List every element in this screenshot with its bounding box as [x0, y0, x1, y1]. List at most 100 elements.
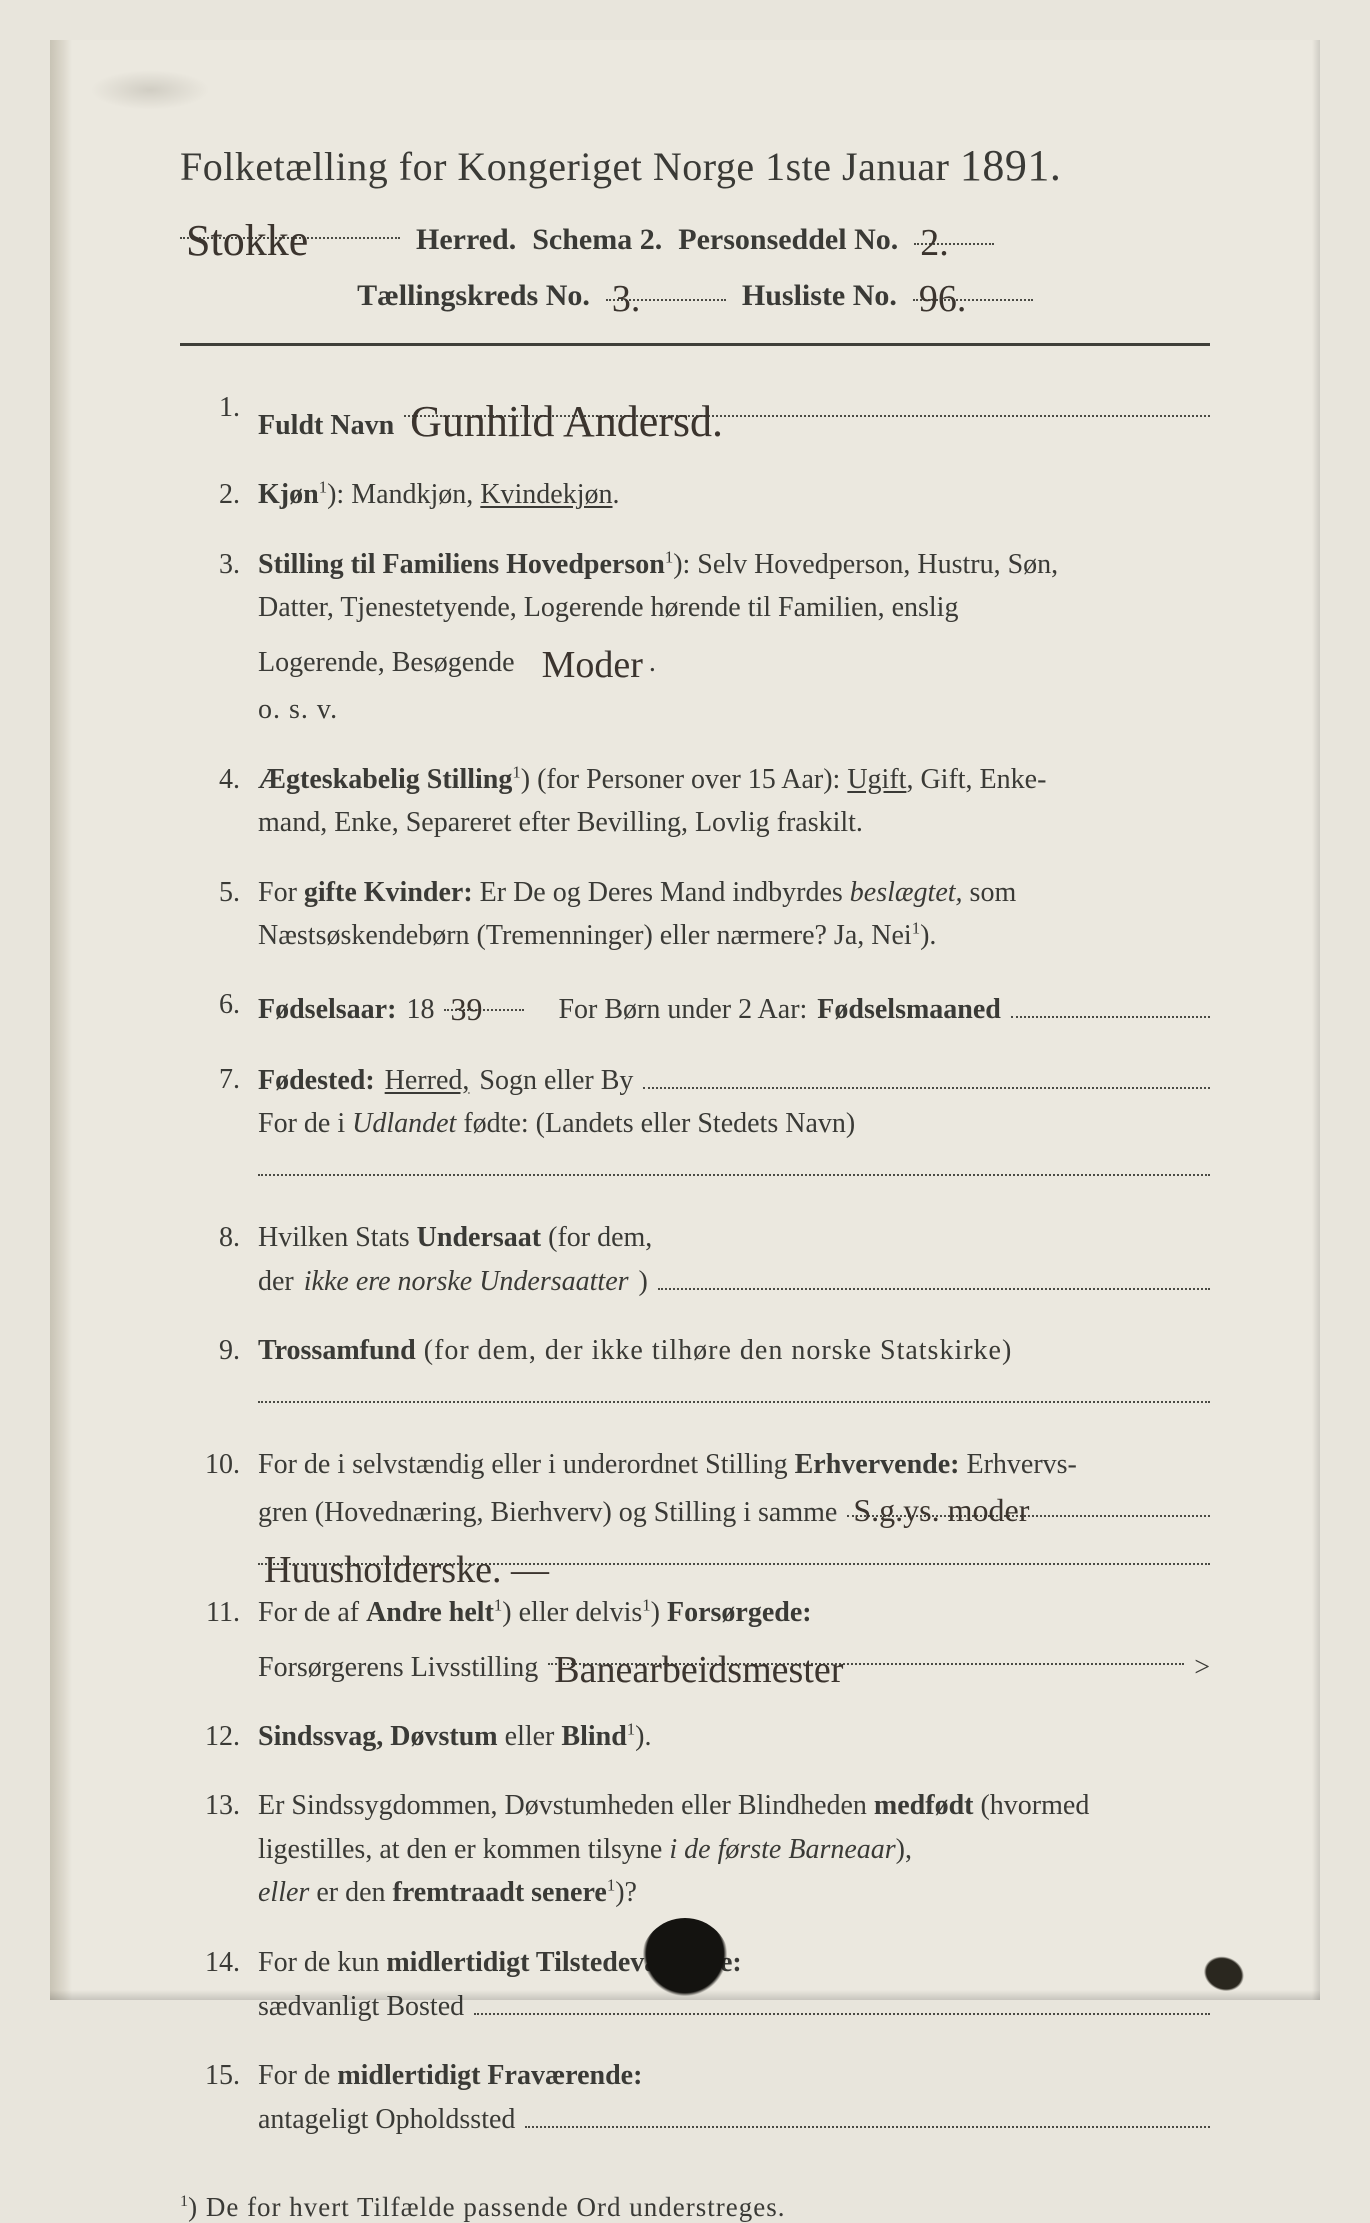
item-2: Kjøn1): Mandkjøn, Kvindekjøn. — [180, 473, 1210, 516]
item-13-em-b: i de første Barneaar — [669, 1834, 895, 1865]
item-10-hand-a: S.g.ys. moder — [847, 1492, 1035, 1528]
item-6-body-a: For Børn under 2 Aar: — [558, 988, 807, 1031]
item-10: For de i selvstændig eller i underordnet… — [180, 1443, 1210, 1566]
schema-label: Schema 2. — [532, 223, 662, 257]
footnote-text: ) De for hvert Tilfælde passende Ord und… — [188, 2192, 785, 2222]
item-8-em: ikke ere norske Undersaatter — [304, 1260, 629, 1303]
item-11-sup-b: 1 — [642, 1596, 650, 1615]
item-11-label-a: Andre helt — [366, 1597, 494, 1628]
item-13-em-c: eller — [258, 1877, 309, 1908]
item-8: Hvilken Stats Undersaat (for dem, der ik… — [180, 1216, 1210, 1304]
item-13-sup: 1 — [607, 1876, 615, 1895]
item-11-body-mid: ) eller delvis — [502, 1597, 642, 1628]
item-5-body-b: Næstsøskendebørn (Tremenninger) eller næ… — [258, 920, 912, 951]
item-6-year-hand: 39 — [444, 991, 488, 1027]
item-7-underlined: Herred, — [385, 1059, 470, 1102]
item-3-label: Stilling til Familiens Hovedperson — [258, 549, 665, 580]
item-15-body-a: For de — [258, 2060, 337, 2091]
item-10-body-b: gren (Hovednæring, Bierhverv) og Stillin… — [258, 1491, 837, 1534]
item-2-tail: . — [613, 479, 620, 510]
item-13-body-b-post: ), — [896, 1834, 912, 1865]
paper-smudge — [90, 70, 210, 110]
item-4-body-a-post: , Gift, Enke- — [906, 764, 1046, 795]
item-4-body-a: ) (for Personer over 15 Aar): — [521, 764, 848, 795]
personseddel-handwriting: 2. — [914, 222, 955, 264]
item-11: For de af Andre helt1) eller delvis1) Fo… — [180, 1591, 1210, 1689]
item-15-label: midlertidigt Fraværende: — [337, 2060, 642, 2091]
item-9-body: (for dem, der ikke tilhøre den norske St… — [416, 1335, 1013, 1366]
item-2-sup: 1 — [319, 478, 327, 497]
item-7: Fødested: Herred, Sogn eller By For de i… — [180, 1058, 1210, 1190]
shadow-bottom — [50, 1990, 1320, 2000]
divider-rule — [180, 343, 1210, 346]
item-7-body-b-pre: For de i — [258, 1108, 352, 1139]
item-1-handwriting: Gunhild Andersd. — [404, 397, 729, 446]
item-3-body-c-post: . — [649, 647, 656, 678]
kreds-field: 3. — [606, 271, 726, 301]
item-8-body-b-post: ) — [639, 1260, 648, 1303]
item-10-hand-b: Huusholderske. — — [258, 1549, 555, 1591]
item-5-tail: ). — [920, 920, 936, 951]
item-10-body-a: For de i selvstændig eller i underordnet… — [258, 1449, 795, 1480]
item-4-underlined: Ugift — [847, 764, 906, 795]
item-8-field — [658, 1259, 1210, 1290]
item-3-handwriting: Moder — [536, 644, 649, 686]
item-3-body-a: ): Selv Hovedperson, Hustru, Søn, — [673, 549, 1058, 580]
personseddel-field: 2. — [914, 215, 994, 245]
husliste-field: 96. — [913, 271, 1033, 301]
item-3: Stilling til Familiens Hovedperson1): Se… — [180, 543, 1210, 732]
item-7-field-a — [643, 1058, 1210, 1089]
item-2-underlined: Kvindekjøn — [480, 479, 612, 510]
kreds-handwriting: 3. — [606, 278, 647, 320]
item-list: Fuldt Navn Gunhild Andersd. Kjøn1): Mand… — [180, 386, 1210, 2142]
item-5: For gifte Kvinder: Er De og Deres Mand i… — [180, 871, 1210, 958]
item-12-sup: 1 — [627, 1720, 635, 1739]
footnote: 1) De for hvert Tilfælde passende Ord un… — [180, 2192, 1210, 2223]
item-3-body-d: o. s. v. — [258, 688, 1210, 731]
item-13-body-a: Er Sindssygdommen, Døvstumheden eller Bl… — [258, 1790, 874, 1821]
item-13-body-c: er den — [309, 1877, 392, 1908]
herred-label: Herred. — [416, 223, 516, 257]
item-11-body-a: For de af — [258, 1597, 366, 1628]
item-4-label: Ægteskabelig Stilling — [258, 764, 512, 795]
item-4-sup: 1 — [512, 763, 520, 782]
item-13-tail: )? — [615, 1877, 637, 1908]
item-1: Fuldt Navn Gunhild Andersd. — [180, 386, 1210, 447]
title-main: Folketælling for Kongeriget Norge 1ste J… — [180, 144, 949, 189]
item-9: Trossamfund (for dem, der ikke tilhøre d… — [180, 1329, 1210, 1417]
item-14-body-a: For de kun — [258, 1947, 386, 1978]
item-11-label-b: Forsørgede: — [667, 1597, 812, 1628]
item-15-field — [525, 2098, 1210, 2129]
item-2-options: Mandkjøn, — [351, 479, 480, 510]
item-7-body-a: Sogn eller By — [479, 1059, 633, 1102]
item-8-body-a: Hvilken Stats — [258, 1222, 417, 1253]
item-12-body: eller — [498, 1721, 562, 1752]
item-11-field: Banearbeidsmester — [548, 1635, 1184, 1666]
item-11-hand: Banearbeidsmester — [548, 1649, 849, 1691]
personseddel-label: Personseddel No. — [678, 223, 898, 257]
item-8-body-a-post: (for dem, — [541, 1222, 652, 1253]
item-8-body-b-pre: der — [258, 1260, 294, 1303]
item-3-sup: 1 — [665, 547, 673, 566]
item-5-pre: For — [258, 877, 304, 908]
title-line-1: Folketælling for Kongeriget Norge 1ste J… — [180, 140, 1210, 191]
item-12-label: Sindssvag, Døvstum — [258, 1721, 498, 1752]
item-2-label: Kjøn — [258, 479, 319, 510]
item-12-tail: ). — [635, 1721, 651, 1752]
item-11-body-b: Forsørgerens Livsstilling — [258, 1646, 538, 1689]
husliste-handwriting: 96. — [913, 278, 973, 320]
census-form-page: Folketælling for Kongeriget Norge 1ste J… — [50, 40, 1320, 2000]
item-7-body-b-post: fødte: (Landets eller Stedets Navn) — [456, 1108, 855, 1139]
item-3-body-b: Datter, Tjenestetyende, Logerende hørend… — [258, 586, 1210, 629]
shadow-right — [1312, 40, 1320, 2000]
item-9-field — [258, 1373, 1210, 1404]
item-13-label-c: fremtraadt senere — [393, 1877, 607, 1908]
item-1-field: Gunhild Andersd. — [404, 386, 1210, 417]
item-10-field-b: Huusholderske. — — [258, 1535, 1210, 1566]
title-year: 1891. — [960, 141, 1062, 190]
item-12: Sindssvag, Døvstum eller Blind1). — [180, 1715, 1210, 1758]
header-block: Folketælling for Kongeriget Norge 1ste J… — [180, 140, 1210, 313]
item-6-month-field — [1011, 988, 1210, 1019]
item-6-label: Fødselsaar: — [258, 988, 396, 1031]
item-13: Er Sindssygdommen, Døvstumheden eller Bl… — [180, 1784, 1210, 1914]
